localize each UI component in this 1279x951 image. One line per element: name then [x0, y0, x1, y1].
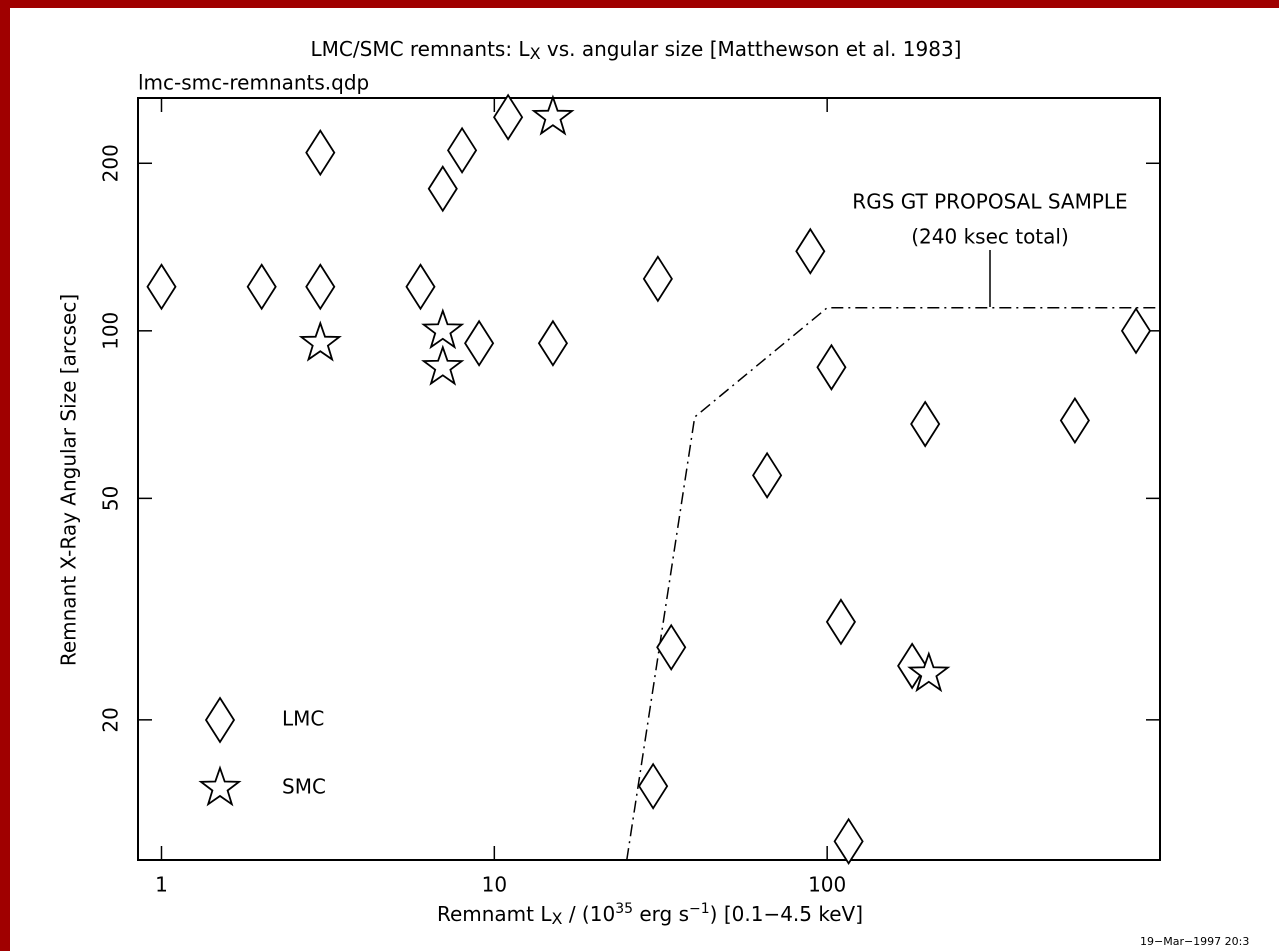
xlabel-part: Remnamt L	[437, 902, 552, 926]
point	[305, 263, 336, 311]
point	[795, 227, 826, 275]
legend-marker	[204, 696, 236, 744]
annotation: (240 ksec total)	[911, 225, 1069, 249]
footer: 19−Mar−1997 20:3	[1140, 935, 1249, 948]
point	[447, 126, 478, 175]
point	[421, 308, 465, 350]
y-tick-label: 200	[99, 144, 123, 182]
point	[656, 623, 687, 671]
x-tick-label: 100	[808, 873, 846, 897]
point	[464, 319, 495, 367]
y-axis-label: Remnant X-Ray Angular Size [arcsec]	[57, 294, 81, 666]
point	[1059, 396, 1090, 445]
point	[146, 263, 177, 311]
xlabel-sup: 35	[615, 901, 633, 917]
x-axis-label: Remnamt LX / (1035 erg s−1) [0.1−4.5 keV…	[437, 901, 863, 929]
xlabel-part: erg s	[633, 902, 689, 926]
subtitle: lmc-smc-remnants.qdp	[138, 71, 369, 95]
point	[642, 255, 673, 303]
annotation: RGS GT PROPOSAL SAMPLE	[852, 190, 1127, 214]
point	[537, 319, 569, 367]
legend-label: LMC	[282, 707, 324, 731]
point	[638, 762, 669, 810]
point	[816, 343, 847, 391]
point	[298, 320, 342, 362]
xlabel-part: / (10	[562, 902, 615, 926]
y-tick-label: 20	[99, 707, 123, 732]
point	[246, 263, 277, 311]
point	[833, 817, 864, 865]
chart-title: LMC/SMC remnants: LX vs. angular size [M…	[311, 37, 962, 64]
point	[752, 451, 783, 500]
legend-label: SMC	[282, 775, 326, 799]
y-tick-label: 50	[99, 486, 123, 511]
legend-marker	[198, 765, 242, 807]
x-tick-label: 1	[155, 873, 168, 897]
title-sub: X	[530, 44, 541, 63]
x-tick-label: 10	[482, 873, 507, 897]
point	[421, 344, 465, 386]
point	[531, 94, 575, 136]
title-part: LMC/SMC remnants: L	[311, 37, 531, 61]
canvas	[10, 8, 1279, 951]
xlabel-sup: −1	[689, 901, 710, 917]
y-tick-label: 100	[99, 312, 123, 350]
point	[897, 642, 928, 690]
title-part: vs. angular size [Matthewson et al. 1983…	[541, 37, 962, 61]
point	[493, 93, 524, 141]
point	[305, 128, 336, 177]
point	[907, 651, 951, 693]
point	[427, 165, 458, 213]
point	[1120, 307, 1152, 355]
point	[825, 598, 857, 646]
xlabel-part: ) [0.1−4.5 keV]	[710, 902, 863, 926]
xlabel-sub: X	[552, 909, 563, 928]
boundary-line	[626, 307, 1160, 861]
plot-frame	[137, 97, 1161, 861]
point	[910, 400, 941, 448]
point	[405, 263, 436, 311]
